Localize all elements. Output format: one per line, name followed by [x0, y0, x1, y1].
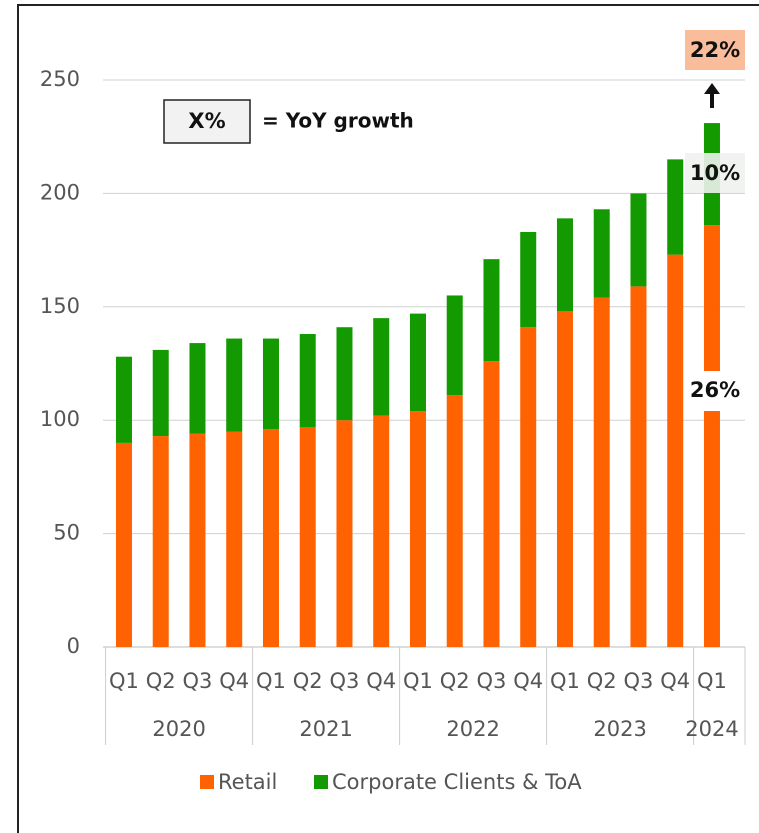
total-growth-box	[685, 30, 745, 70]
retail-growth-box	[685, 371, 745, 411]
group-label: 2023	[593, 717, 646, 741]
y-tick-label: 150	[40, 294, 80, 318]
x-tick-label: Q2	[587, 669, 617, 693]
bar-segment	[703, 225, 720, 648]
bar-segment	[409, 411, 426, 647]
bar-segment	[520, 327, 537, 647]
x-tick-label: Q3	[330, 669, 360, 693]
bar-segment	[630, 286, 647, 647]
bar-segment	[630, 193, 647, 287]
group-label: 2022	[446, 717, 499, 741]
x-tick-label: Q2	[146, 669, 176, 693]
x-tick-label: Q1	[697, 669, 727, 693]
x-tick-label: Q4	[513, 669, 543, 693]
x-tick-label: Q1	[403, 669, 433, 693]
y-tick-label: 200	[40, 180, 80, 204]
bar-segment	[299, 427, 316, 647]
x-tick-label: Q1	[109, 669, 139, 693]
bar-segment	[520, 231, 537, 328]
bar-segment	[152, 436, 169, 647]
bar-segment	[115, 442, 132, 647]
x-tick-label: Q2	[440, 669, 470, 693]
total-growth: 22%	[690, 38, 740, 62]
bar-segment	[373, 318, 390, 416]
bar-segment	[483, 259, 500, 362]
group-label: 2024	[685, 717, 738, 741]
bar-segment	[593, 209, 610, 298]
bar-segment	[667, 159, 684, 255]
x-tick-label: Q3	[624, 669, 654, 693]
bar-segment	[336, 420, 353, 647]
y-tick-label: 0	[67, 634, 80, 658]
corporate-growth: 10%	[690, 161, 740, 185]
y-tick-label: 50	[53, 521, 80, 545]
y-tick-label: 250	[40, 67, 80, 91]
bar-segment	[446, 295, 463, 396]
bar-segment	[152, 349, 169, 437]
bar-segment	[336, 327, 353, 421]
bar-segment	[667, 254, 684, 648]
bar-segment	[373, 415, 390, 647]
bar-segment	[556, 311, 573, 647]
bar-segment	[409, 313, 426, 412]
bar-segment	[299, 334, 316, 428]
x-tick-label: Q2	[293, 669, 323, 693]
y-tick-label: 100	[40, 407, 80, 431]
bar-segment	[556, 218, 573, 312]
corporate-growth-box	[685, 153, 745, 193]
x-tick-label: Q4	[660, 669, 690, 693]
group-label: 2020	[152, 717, 205, 741]
legend-swatch	[200, 775, 214, 789]
bar-segment	[446, 395, 463, 647]
x-tick-label: Q1	[256, 669, 286, 693]
bar-segment	[115, 356, 132, 443]
key-text: = YoY growth	[262, 109, 414, 133]
key-box	[163, 99, 251, 144]
bar-segment	[189, 343, 206, 434]
x-tick-label: Q3	[183, 669, 213, 693]
key-box-text: X%	[188, 109, 225, 133]
bar-segment	[262, 429, 279, 647]
bar-segment	[483, 361, 500, 647]
arrow-head	[704, 83, 720, 94]
bar-segment	[226, 338, 243, 432]
legend-label: Corporate Clients & ToA	[332, 770, 582, 794]
x-tick-label: Q3	[477, 669, 507, 693]
x-tick-label: Q4	[219, 669, 249, 693]
legend-label: Retail	[218, 770, 277, 794]
bar-segment	[189, 433, 206, 647]
bar-segment	[593, 297, 610, 647]
retail-growth: 26%	[690, 378, 740, 402]
bar-segment	[226, 431, 243, 647]
x-tick-label: Q1	[550, 669, 580, 693]
x-tick-label: Q4	[366, 669, 396, 693]
legend-swatch	[314, 775, 328, 789]
frame	[17, 4, 759, 833]
group-label: 2021	[299, 717, 352, 741]
bar-segment	[262, 338, 279, 430]
